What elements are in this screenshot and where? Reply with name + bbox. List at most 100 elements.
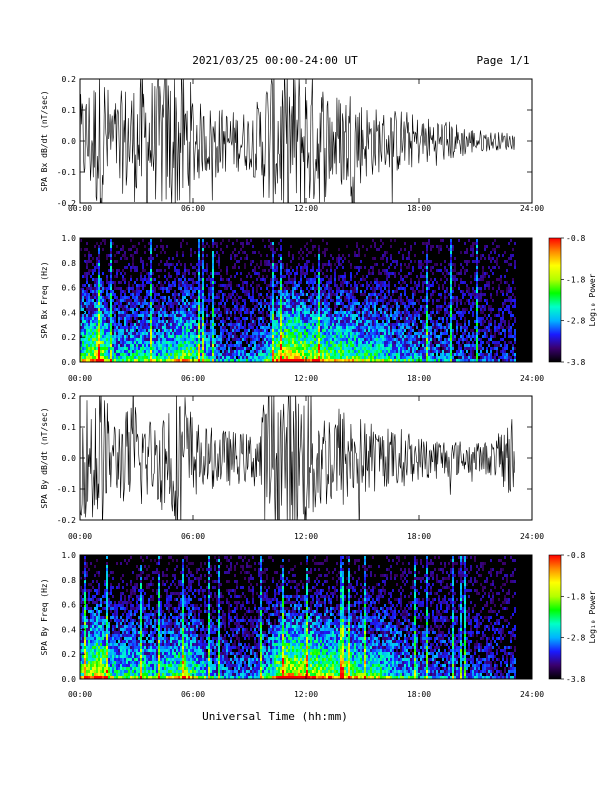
spectrogram-cell <box>326 320 328 323</box>
spectrogram-cell <box>88 293 90 296</box>
spectrogram-cell <box>90 320 92 323</box>
spectrogram-cell <box>312 344 314 347</box>
spectrogram-cell <box>352 320 354 323</box>
spectrogram-cell <box>252 317 254 320</box>
spectrogram-cell <box>170 359 172 362</box>
spectrogram-cell <box>252 335 254 338</box>
spectrogram-cell <box>252 287 254 290</box>
spectrogram-cell <box>298 308 300 311</box>
spectrogram-cell <box>450 332 452 335</box>
spectrogram-cell <box>346 281 348 284</box>
spectrogram-cell <box>106 320 108 323</box>
spectrogram-cell <box>260 332 262 335</box>
spectrogram-cell <box>254 269 256 272</box>
spectrogram-cell <box>390 272 392 275</box>
spectrogram-cell <box>356 353 358 356</box>
spectrogram-cell <box>122 254 124 257</box>
spectrogram-cell <box>258 284 260 287</box>
spectrogram-cell <box>266 341 268 344</box>
spectrogram-cell <box>92 314 94 317</box>
spectrogram-cell <box>156 344 158 347</box>
spectrogram-cell <box>164 329 166 332</box>
spectrogram-cell <box>446 347 448 350</box>
spectrogram-cell <box>168 326 170 329</box>
spectrogram-cell <box>202 317 204 320</box>
spectrogram-cell <box>206 329 208 332</box>
spectrogram-cell <box>380 338 382 341</box>
spectrogram-cell <box>130 320 132 323</box>
spectrogram-cell <box>338 290 340 293</box>
spectrogram-cell <box>322 320 324 323</box>
spectrogram-cell <box>160 335 162 338</box>
spectrogram-cell <box>208 359 210 362</box>
spectrogram-cell <box>380 341 382 344</box>
spectrogram-cell <box>398 326 400 329</box>
spectrogram-cell <box>300 308 302 311</box>
spectrogram-cell <box>414 293 416 296</box>
spectrogram-cell <box>412 326 414 329</box>
spectrogram-cell <box>320 359 322 362</box>
spectrogram-cell <box>312 293 314 296</box>
spectrogram-cell <box>298 257 300 260</box>
spectrogram-cell <box>142 281 144 284</box>
spectrogram-cell <box>342 329 344 332</box>
spectrogram-cell <box>428 284 430 287</box>
spectrogram-cell <box>156 332 158 335</box>
spectrogram-cell <box>114 344 116 347</box>
spectrogram-cell <box>380 299 382 302</box>
spectrogram-cell <box>242 317 244 320</box>
spectrogram-cell <box>314 326 316 329</box>
spectrogram-cell <box>318 314 320 317</box>
spectrogram-cell <box>264 341 266 344</box>
spectrogram-cell <box>384 323 386 326</box>
spectrogram-cell <box>194 335 196 338</box>
spectrogram-cell <box>234 257 236 260</box>
spectrogram-cell <box>374 317 376 320</box>
spectrogram-cell <box>86 344 88 347</box>
spectrogram-cell <box>432 350 434 353</box>
spectrogram-cell <box>178 293 180 296</box>
spectrogram-cell <box>232 356 234 359</box>
spectrogram-cell <box>194 296 196 299</box>
spectrogram-cell <box>116 335 118 338</box>
spectrogram-cell <box>412 323 414 326</box>
spectrogram-cell <box>164 353 166 356</box>
spectrogram-cell <box>380 296 382 299</box>
spectrogram-cell <box>342 260 344 263</box>
spectrogram-cell <box>118 308 120 311</box>
spectrogram-cell <box>428 260 430 263</box>
spectrogram-cell <box>322 302 324 305</box>
spectrogram-cell <box>300 314 302 317</box>
spectrogram-cell <box>376 323 378 326</box>
spectrogram-cell <box>154 290 156 293</box>
spectrogram-cell <box>250 323 252 326</box>
spectrogram-cell <box>312 269 314 272</box>
spectrogram-cell <box>96 278 98 281</box>
spectrogram-cell <box>254 353 256 356</box>
spectrogram-cell <box>270 311 272 314</box>
spectrogram-cell <box>316 293 318 296</box>
spectrogram-cell <box>290 293 292 296</box>
spectrogram-cell <box>274 269 276 272</box>
spectrogram-cell <box>380 287 382 290</box>
spectrogram-cell <box>112 242 114 245</box>
spectrogram-cell <box>374 329 376 332</box>
spectrogram-cell <box>236 347 238 350</box>
spectrogram-cell <box>382 263 384 266</box>
spectrogram-cell <box>224 329 226 332</box>
spectrogram-cell <box>292 326 294 329</box>
spectrogram-cell <box>90 329 92 332</box>
spectrogram-cell <box>90 299 92 302</box>
spectrogram-cell <box>118 329 120 332</box>
spectrogram-cell <box>272 341 274 344</box>
spectrogram-cell <box>114 350 116 353</box>
spectrogram-cell <box>394 284 396 287</box>
spectrogram-cell <box>138 332 140 335</box>
spectrogram-cell <box>438 323 440 326</box>
spectrogram-cell <box>440 269 442 272</box>
spectrogram-cell <box>360 326 362 329</box>
spectrogram-cell <box>272 299 274 302</box>
spectrogram-cell <box>266 284 268 287</box>
spectrogram-cell <box>278 344 280 347</box>
spectrogram-cell <box>110 341 112 344</box>
